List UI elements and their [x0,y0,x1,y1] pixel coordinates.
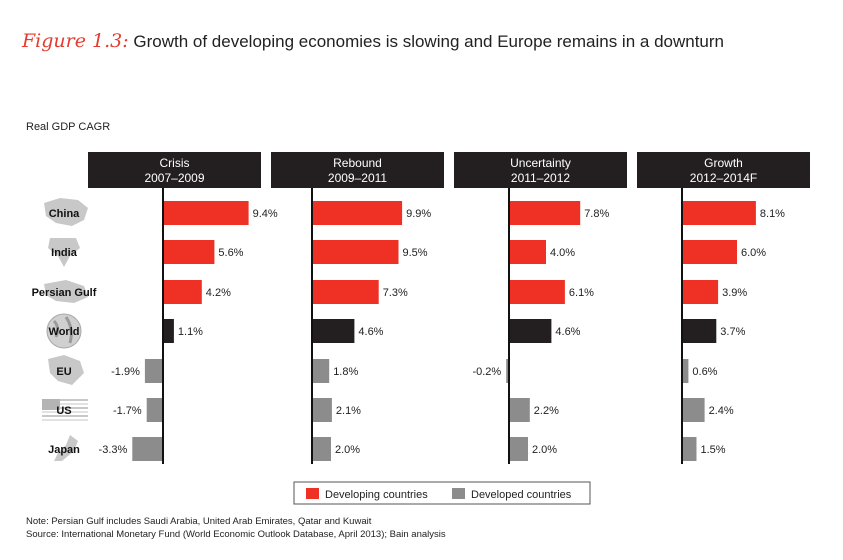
data-label: 4.6% [555,326,580,338]
bar [683,437,697,461]
data-label: 1.8% [333,366,358,378]
bar [164,240,215,264]
bar [164,201,249,225]
persian-gulf-map-icon [44,280,88,303]
bar [510,319,552,343]
legend-label: Developing countries [325,489,428,501]
data-label: 9.4% [253,208,278,220]
bar [144,359,162,383]
data-label: 6.1% [569,287,594,299]
us-flag-icon [42,399,88,421]
legend-label: Developed countries [471,489,572,501]
bar [683,280,719,304]
panel-title: Rebound [333,156,382,170]
category-label: EU [56,366,71,378]
legend [293,481,591,505]
figure-title: Figure 1.3: Growth of developing economi… [22,30,832,52]
panel-header [454,152,627,188]
figure-label: Figure 1.3: [22,30,129,52]
panel-title: Uncertainty [510,156,571,170]
data-label: 3.7% [720,326,745,338]
category-label: World [49,326,80,338]
bar [510,398,530,422]
data-label: 7.8% [584,208,609,220]
bar [510,201,581,225]
data-label: 2.0% [532,444,557,456]
legend-swatch [452,488,465,499]
panel-period: 2007–2009 [144,171,204,185]
gdp-bar-chart: China India Persian Gulf World EU US Japan Cris… [32,152,810,505]
china-map-icon [44,198,88,226]
panel-header [88,152,261,188]
bar [313,201,403,225]
bar [683,359,689,383]
bar [683,240,737,264]
category-label: US [56,405,71,417]
bar [683,201,756,225]
bar [313,437,331,461]
category-label: Persian Gulf [32,287,97,299]
data-label: 9.5% [403,247,428,259]
data-label: 5.6% [218,247,243,259]
data-label: -3.3% [99,444,128,456]
panel-period: 2011–2012 [511,171,571,185]
y-axis-label: Real GDP CAGR [26,121,111,133]
category-label: Japan [48,444,80,456]
data-label: 0.6% [692,366,717,378]
bar [313,280,379,304]
data-label: 7.3% [383,287,408,299]
panel-title: Growth [704,156,743,170]
data-label: -0.2% [472,366,501,378]
japan-map-icon [54,435,78,461]
legend-swatch [306,488,319,499]
figure-title-text: Growth of developing economies is slowin… [133,32,724,51]
india-map-icon [48,238,80,267]
category-label: India [51,247,78,259]
data-label: 2.2% [534,405,559,417]
data-label: 4.6% [358,326,383,338]
panel-title: Crisis [160,156,190,170]
bar [506,359,508,383]
data-label: 8.1% [760,208,785,220]
bar [313,398,332,422]
bar [510,280,565,304]
data-label: 9.9% [406,208,431,220]
data-label: 1.1% [178,326,203,338]
bar [683,398,705,422]
bar [510,240,546,264]
panel-header [637,152,810,188]
footnote: Note: Persian Gulf includes Saudi Arabia… [26,516,372,527]
panel-period: 2012–2014F [690,171,757,185]
category-label: China [49,208,80,220]
panel-header [271,152,444,188]
bar [313,240,399,264]
eu-map-icon [48,355,84,385]
bar [313,359,330,383]
bar [146,398,162,422]
panel-period: 2009–2011 [328,171,388,185]
data-label: -1.7% [113,405,142,417]
data-label: 4.2% [206,287,231,299]
bar [510,437,528,461]
bar [132,437,162,461]
data-label: 6.0% [741,247,766,259]
data-label: 2.4% [709,405,734,417]
data-label: 2.1% [336,405,361,417]
data-label: 4.0% [550,247,575,259]
bar [313,319,355,343]
bar [164,280,202,304]
data-label: -1.9% [111,366,140,378]
globe-icon [46,313,82,349]
data-label: 2.0% [335,444,360,456]
bar [164,319,174,343]
bar [683,319,717,343]
data-label: 1.5% [701,444,726,456]
data-label: 3.9% [722,287,747,299]
source-note: Source: International Monetary Fund (Wor… [26,529,446,540]
